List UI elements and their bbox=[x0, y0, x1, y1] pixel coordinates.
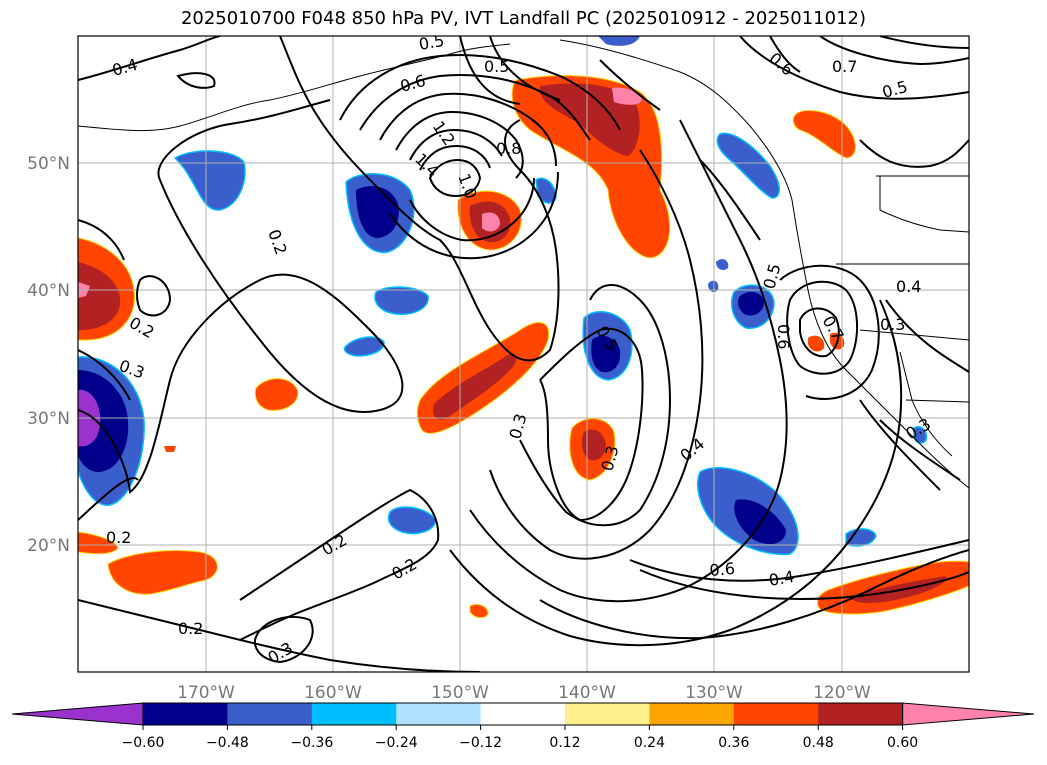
coastlines bbox=[78, 39, 969, 489]
lon-tick: 120°W bbox=[813, 683, 871, 703]
colorbar-segment bbox=[396, 703, 482, 725]
lat-tick: 40°N bbox=[27, 281, 70, 301]
shade-negative-se-core bbox=[734, 499, 786, 545]
colorbar: −0.60 −0.48 −0.36 −0.24 −0.12 0.12 0.24 0.36 0.4… bbox=[11, 702, 1035, 751]
contour-label: 0.6 bbox=[709, 559, 736, 580]
colorbar-tick-label: −0.24 bbox=[375, 735, 418, 751]
colorbar-tick-label: −0.12 bbox=[459, 735, 502, 751]
map-frame bbox=[77, 35, 970, 673]
contour-label: 0.8 bbox=[496, 139, 521, 158]
contour-label: 0.4 bbox=[896, 277, 921, 296]
contour-label: 0.5 bbox=[484, 57, 509, 76]
shade-negative-small6 bbox=[708, 280, 719, 292]
colorbar-extend-min bbox=[11, 702, 144, 726]
lon-tick: 130°W bbox=[685, 683, 743, 703]
shade-positive-sw2 bbox=[78, 531, 119, 555]
contour-label: 0.7 bbox=[832, 57, 857, 76]
shade-negative-small5-core bbox=[737, 291, 764, 316]
lat-tick: 50°N bbox=[27, 154, 70, 174]
shade-negative-top bbox=[598, 36, 640, 46]
colorbar-segment bbox=[649, 703, 735, 725]
colorbar-segment bbox=[733, 703, 819, 725]
colorbar-tick-label: 0.36 bbox=[718, 735, 749, 751]
shade-negative-c3-core bbox=[591, 335, 621, 373]
contour-label: 0.2 bbox=[106, 528, 131, 547]
colorbar-frame bbox=[142, 702, 904, 726]
colorbar-tick-label: 0.48 bbox=[803, 735, 834, 751]
shade-positive-c4-core bbox=[582, 429, 606, 461]
shade-negative-n1 bbox=[173, 150, 246, 211]
colorbar-tick-label: 0.24 bbox=[634, 735, 665, 751]
lon-tick: 170°W bbox=[177, 683, 235, 703]
lon-tick: 140°W bbox=[558, 683, 616, 703]
shade-positive-west-core bbox=[78, 262, 121, 330]
shade-negative-small3 bbox=[387, 506, 437, 535]
contour-label: 0.5 bbox=[417, 31, 445, 54]
shade-pink-c1 bbox=[482, 212, 500, 232]
colorbar-segment bbox=[311, 703, 397, 725]
shade-positive-small2 bbox=[469, 603, 489, 619]
map-plot-area: 0.2 0.2 0.2 0.2 0.2 0.2 0.3 0.3 0.3 0.3 … bbox=[78, 31, 969, 672]
lon-tick: 150°W bbox=[431, 683, 489, 703]
contour-label: 0.2 bbox=[178, 619, 203, 638]
colorbar-segment bbox=[227, 703, 313, 725]
colorbar-segment bbox=[565, 703, 650, 725]
lon-tick: 160°W bbox=[304, 683, 362, 703]
shade-positive-coast2 bbox=[808, 335, 825, 352]
shade-negative-coast bbox=[716, 132, 780, 199]
lat-tick: 20°N bbox=[27, 536, 70, 556]
colorbar-segment bbox=[143, 703, 228, 725]
map-title: 2025010700 F048 850 hPa PV, IVT Landfall… bbox=[180, 8, 867, 29]
shade-positive-small1 bbox=[254, 378, 299, 411]
colorbar-segment bbox=[480, 703, 566, 725]
colorbar-tick-label: 0.12 bbox=[549, 735, 580, 751]
pv-contours bbox=[78, 36, 969, 672]
colorbar-tick-label: −0.48 bbox=[206, 735, 249, 751]
colorbar-tick-label: 0.60 bbox=[887, 735, 918, 751]
contour-label: 0.6 bbox=[774, 324, 793, 349]
contour-label: 0.3 bbox=[880, 315, 905, 334]
shade-negative-small1 bbox=[374, 286, 429, 316]
lat-tick: 30°N bbox=[27, 409, 70, 429]
shade-negative-small7 bbox=[716, 259, 729, 270]
colorbar-extend-max bbox=[902, 702, 1035, 726]
contour-label: 0.4 bbox=[767, 567, 795, 590]
lat-axis: 50°N 40°N 30°N 20°N bbox=[27, 154, 70, 556]
colorbar-tick-label: −0.60 bbox=[122, 735, 165, 751]
shade-positive-c2-core bbox=[432, 353, 517, 420]
colorbar-segment bbox=[818, 703, 904, 725]
shade-negative-small2 bbox=[343, 336, 385, 357]
shade-positive-tiny bbox=[164, 446, 176, 452]
colorbar-tick-label: −0.36 bbox=[290, 735, 333, 751]
lon-axis: 170°W 160°W 150°W 140°W 130°W 120°W bbox=[177, 683, 871, 703]
shade-positive-coast1 bbox=[792, 110, 856, 159]
